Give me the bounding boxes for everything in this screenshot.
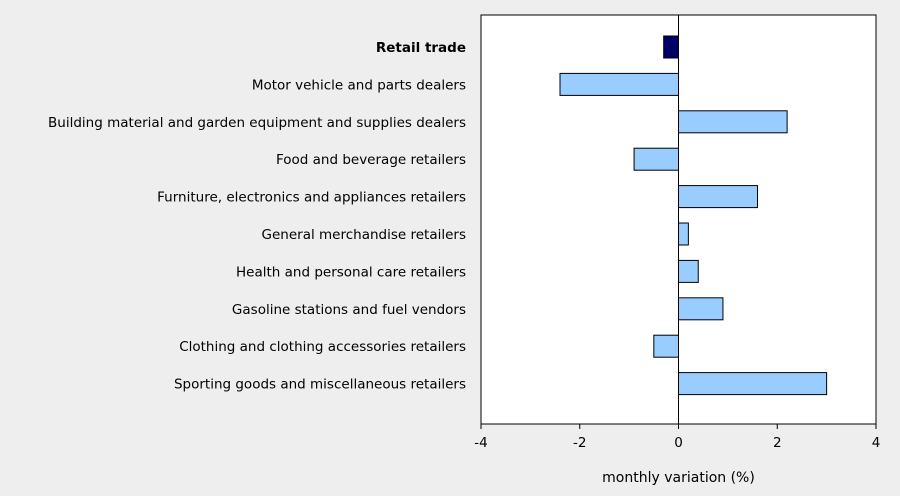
bar-1 xyxy=(559,72,679,96)
bar-2 xyxy=(678,110,788,134)
category-label: Building material and garden equipment a… xyxy=(48,115,466,131)
x-tick-label: 2 xyxy=(773,435,782,451)
category-label: Retail trade xyxy=(376,40,466,56)
x-tick-label: 0 xyxy=(674,435,683,451)
x-axis-title: monthly variation (%) xyxy=(602,470,755,486)
category-label: Sporting goods and miscellaneous retaile… xyxy=(174,377,466,393)
bar-3 xyxy=(633,147,679,171)
bar-5 xyxy=(678,222,689,246)
bar-4 xyxy=(678,185,758,209)
bar-7 xyxy=(678,297,724,321)
category-label: General merchandise retailers xyxy=(262,227,466,243)
bar-6 xyxy=(678,259,699,283)
category-label: Motor vehicle and parts dealers xyxy=(252,77,466,93)
category-label: Gasoline stations and fuel vendors xyxy=(232,302,466,318)
bar-9 xyxy=(678,372,828,396)
x-tick-label: -4 xyxy=(474,435,487,451)
category-label: Health and personal care retailers xyxy=(236,264,466,280)
x-tick-label: -2 xyxy=(573,435,586,451)
category-label: Food and beverage retailers xyxy=(276,152,466,168)
category-label: Clothing and clothing accessories retail… xyxy=(179,339,466,355)
category-label: Furniture, electronics and appliances re… xyxy=(157,190,466,206)
bar-0 xyxy=(663,35,679,59)
bar-8 xyxy=(653,334,679,358)
x-tick-label: 4 xyxy=(872,435,881,451)
